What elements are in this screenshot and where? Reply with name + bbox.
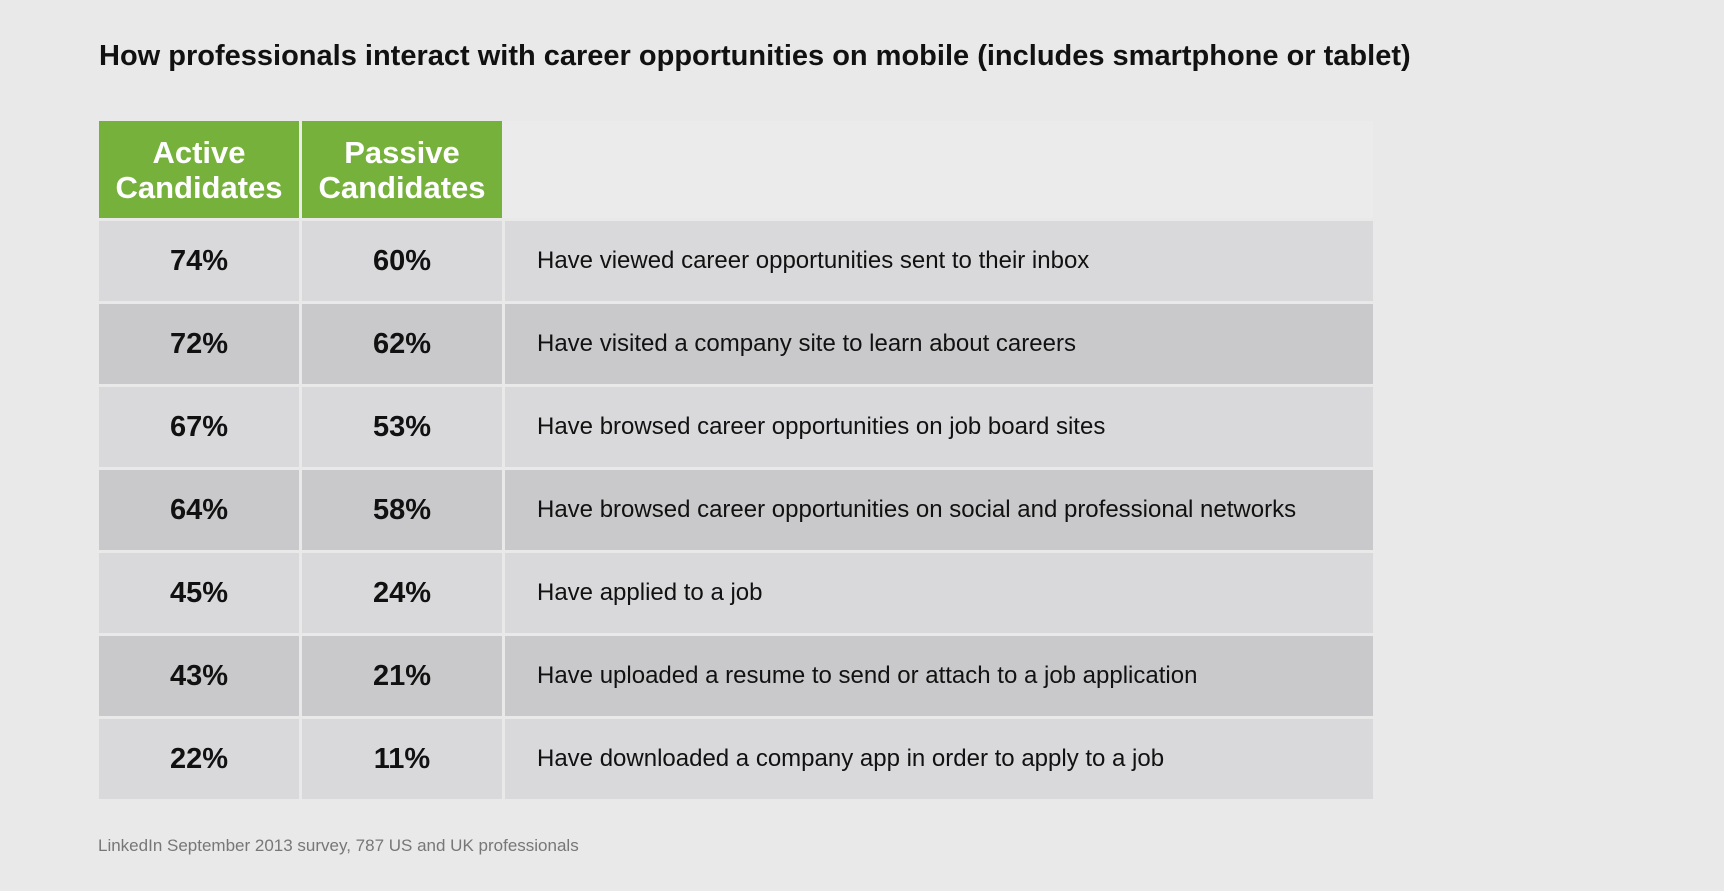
active-value-cell: 67% bbox=[99, 387, 299, 467]
passive-value-cell: 11% bbox=[302, 719, 502, 799]
table-row: 22% 11% Have downloaded a company app in… bbox=[99, 719, 1373, 799]
chart-title: How professionals interact with career o… bbox=[99, 40, 1411, 72]
table-row: 64% 58% Have browsed career opportunitie… bbox=[99, 470, 1373, 550]
table-row: 43% 21% Have uploaded a resume to send o… bbox=[99, 636, 1373, 716]
table-row: 45% 24% Have applied to a job bbox=[99, 553, 1373, 633]
active-value-cell: 22% bbox=[99, 719, 299, 799]
activity-label-cell: Have applied to a job bbox=[505, 553, 1373, 633]
table-header-row: Active Candidates Passive Candidates bbox=[99, 121, 1373, 218]
header-blank-cell bbox=[505, 121, 1373, 218]
active-value-cell: 72% bbox=[99, 304, 299, 384]
header-active-line-1: Active bbox=[152, 135, 246, 170]
active-value-cell: 74% bbox=[99, 221, 299, 301]
passive-value-cell: 60% bbox=[302, 221, 502, 301]
header-active-candidates: Active Candidates bbox=[99, 121, 299, 218]
table-row: 74% 60% Have viewed career opportunities… bbox=[99, 221, 1373, 301]
passive-value-cell: 62% bbox=[302, 304, 502, 384]
survey-table: Active Candidates Passive Candidates 74%… bbox=[99, 121, 1373, 799]
table-row: 72% 62% Have visited a company site to l… bbox=[99, 304, 1373, 384]
activity-label-cell: Have downloaded a company app in order t… bbox=[505, 719, 1373, 799]
header-passive-candidates: Passive Candidates bbox=[302, 121, 502, 218]
passive-value-cell: 58% bbox=[302, 470, 502, 550]
passive-value-cell: 21% bbox=[302, 636, 502, 716]
passive-value-cell: 24% bbox=[302, 553, 502, 633]
activity-label-cell: Have browsed career opportunities on job… bbox=[505, 387, 1373, 467]
table-row: 67% 53% Have browsed career opportunitie… bbox=[99, 387, 1373, 467]
passive-value-cell: 53% bbox=[302, 387, 502, 467]
activity-label-cell: Have uploaded a resume to send or attach… bbox=[505, 636, 1373, 716]
activity-label-cell: Have browsed career opportunities on soc… bbox=[505, 470, 1373, 550]
active-value-cell: 45% bbox=[99, 553, 299, 633]
source-note: LinkedIn September 2013 survey, 787 US a… bbox=[98, 836, 579, 855]
activity-label-cell: Have viewed career opportunities sent to… bbox=[505, 221, 1373, 301]
header-passive-line-1: Passive bbox=[344, 135, 460, 170]
active-value-cell: 64% bbox=[99, 470, 299, 550]
activity-label-cell: Have visited a company site to learn abo… bbox=[505, 304, 1373, 384]
header-passive-line-2: Candidates bbox=[318, 170, 486, 205]
header-active-line-2: Candidates bbox=[115, 170, 283, 205]
active-value-cell: 43% bbox=[99, 636, 299, 716]
